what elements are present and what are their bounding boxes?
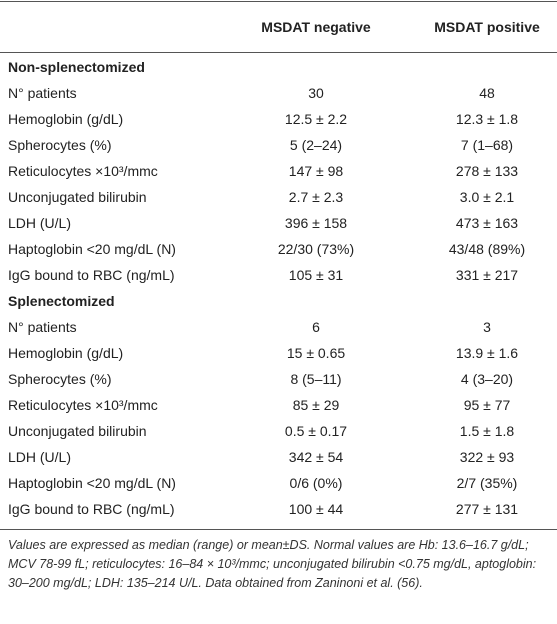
row-label: N° patients bbox=[8, 85, 77, 101]
row-label: Unconjugated bilirubin bbox=[8, 423, 147, 439]
cell-value: 3.0 ± 2.1 bbox=[459, 189, 515, 205]
row-label: Reticulocytes ×10³/mmc bbox=[8, 397, 158, 413]
row-label: N° patients bbox=[8, 319, 77, 335]
row-label: Spherocytes (%) bbox=[8, 371, 112, 387]
cell-value: 4 (3–20) bbox=[460, 371, 514, 387]
row-label: IgG bound to RBC (ng/mL) bbox=[8, 267, 175, 283]
cell-value: 277 ± 131 bbox=[455, 501, 519, 517]
cell-value: 30 bbox=[308, 85, 324, 101]
section-title: Splenectomized bbox=[8, 293, 115, 309]
row-label: Haptoglobin <20 mg/dL (N) bbox=[8, 241, 176, 257]
cell-value: 105 ± 31 bbox=[288, 267, 344, 283]
footnote: Values are expressed as median (range) o… bbox=[8, 538, 537, 590]
row-label: Unconjugated bilirubin bbox=[8, 189, 147, 205]
cell-value: 342 ± 54 bbox=[288, 449, 344, 465]
cell-value: 22/30 (73%) bbox=[277, 241, 355, 257]
cell-value: 0.5 ± 0.17 bbox=[284, 423, 348, 439]
cell-value: 1.5 ± 1.8 bbox=[459, 423, 515, 439]
cell-value: 473 ± 163 bbox=[455, 215, 519, 231]
row-label: Spherocytes (%) bbox=[8, 137, 112, 153]
cell-value: 13.9 ± 1.6 bbox=[455, 345, 519, 361]
top-rule bbox=[0, 1, 557, 2]
row-label: Reticulocytes ×10³/mmc bbox=[8, 163, 158, 179]
cell-value: 322 ± 93 bbox=[459, 449, 515, 465]
cell-value: 100 ± 44 bbox=[288, 501, 344, 517]
cell-value: 5 (2–24) bbox=[289, 137, 343, 153]
cell-value: 331 ± 217 bbox=[455, 267, 519, 283]
row-label: Hemoglobin (g/dL) bbox=[8, 345, 124, 361]
row-label: IgG bound to RBC (ng/mL) bbox=[8, 501, 175, 517]
cell-value: 278 ± 133 bbox=[455, 163, 519, 179]
row-label: Hemoglobin (g/dL) bbox=[8, 111, 124, 127]
cell-value: 85 ± 29 bbox=[292, 397, 340, 413]
row-label: LDH (U/L) bbox=[8, 449, 72, 465]
cell-value: 7 (1–68) bbox=[460, 137, 514, 153]
row-label: Haptoglobin <20 mg/dL (N) bbox=[8, 475, 176, 491]
cell-value: 6 bbox=[312, 319, 320, 335]
column-header: MSDAT positive bbox=[434, 19, 540, 35]
header-rule bbox=[0, 52, 557, 53]
cell-value: 3 bbox=[483, 319, 491, 335]
section-title: Non-splenectomized bbox=[8, 59, 145, 75]
cell-value: 15 ± 0.65 bbox=[286, 345, 346, 361]
bottom-rule bbox=[0, 529, 557, 530]
cell-value: 8 (5–11) bbox=[290, 371, 342, 387]
row-label: LDH (U/L) bbox=[8, 215, 72, 231]
cell-value: 396 ± 158 bbox=[284, 215, 348, 231]
cell-value: 43/48 (89%) bbox=[448, 241, 526, 257]
cell-value: 95 ± 77 bbox=[463, 397, 511, 413]
cell-value: 2.7 ± 2.3 bbox=[288, 189, 344, 205]
cell-value: 12.3 ± 1.8 bbox=[455, 111, 519, 127]
cell-value: 0/6 (0%) bbox=[289, 475, 343, 491]
cell-value: 2/7 (35%) bbox=[456, 475, 518, 491]
column-header: MSDAT negative bbox=[261, 19, 371, 35]
cell-value: 48 bbox=[479, 85, 495, 101]
cell-value: 12.5 ± 2.2 bbox=[284, 111, 348, 127]
cell-value: 147 ± 98 bbox=[288, 163, 344, 179]
